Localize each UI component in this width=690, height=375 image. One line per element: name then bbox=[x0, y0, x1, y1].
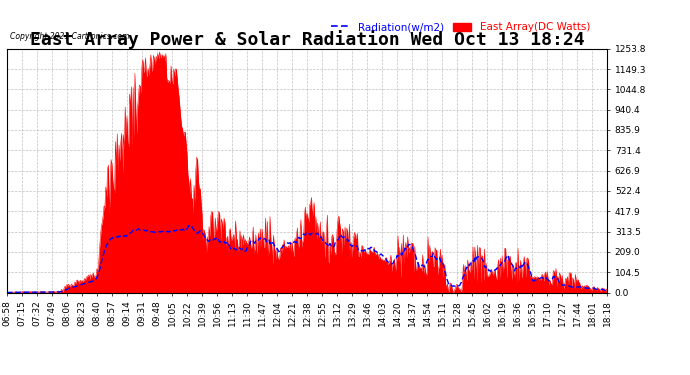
Text: Copyright 2021 Cartronics.com: Copyright 2021 Cartronics.com bbox=[10, 32, 130, 41]
Title: East Array Power & Solar Radiation Wed Oct 13 18:24: East Array Power & Solar Radiation Wed O… bbox=[30, 30, 584, 49]
Legend: Radiation(w/m2), East Array(DC Watts): Radiation(w/m2), East Array(DC Watts) bbox=[331, 22, 590, 32]
